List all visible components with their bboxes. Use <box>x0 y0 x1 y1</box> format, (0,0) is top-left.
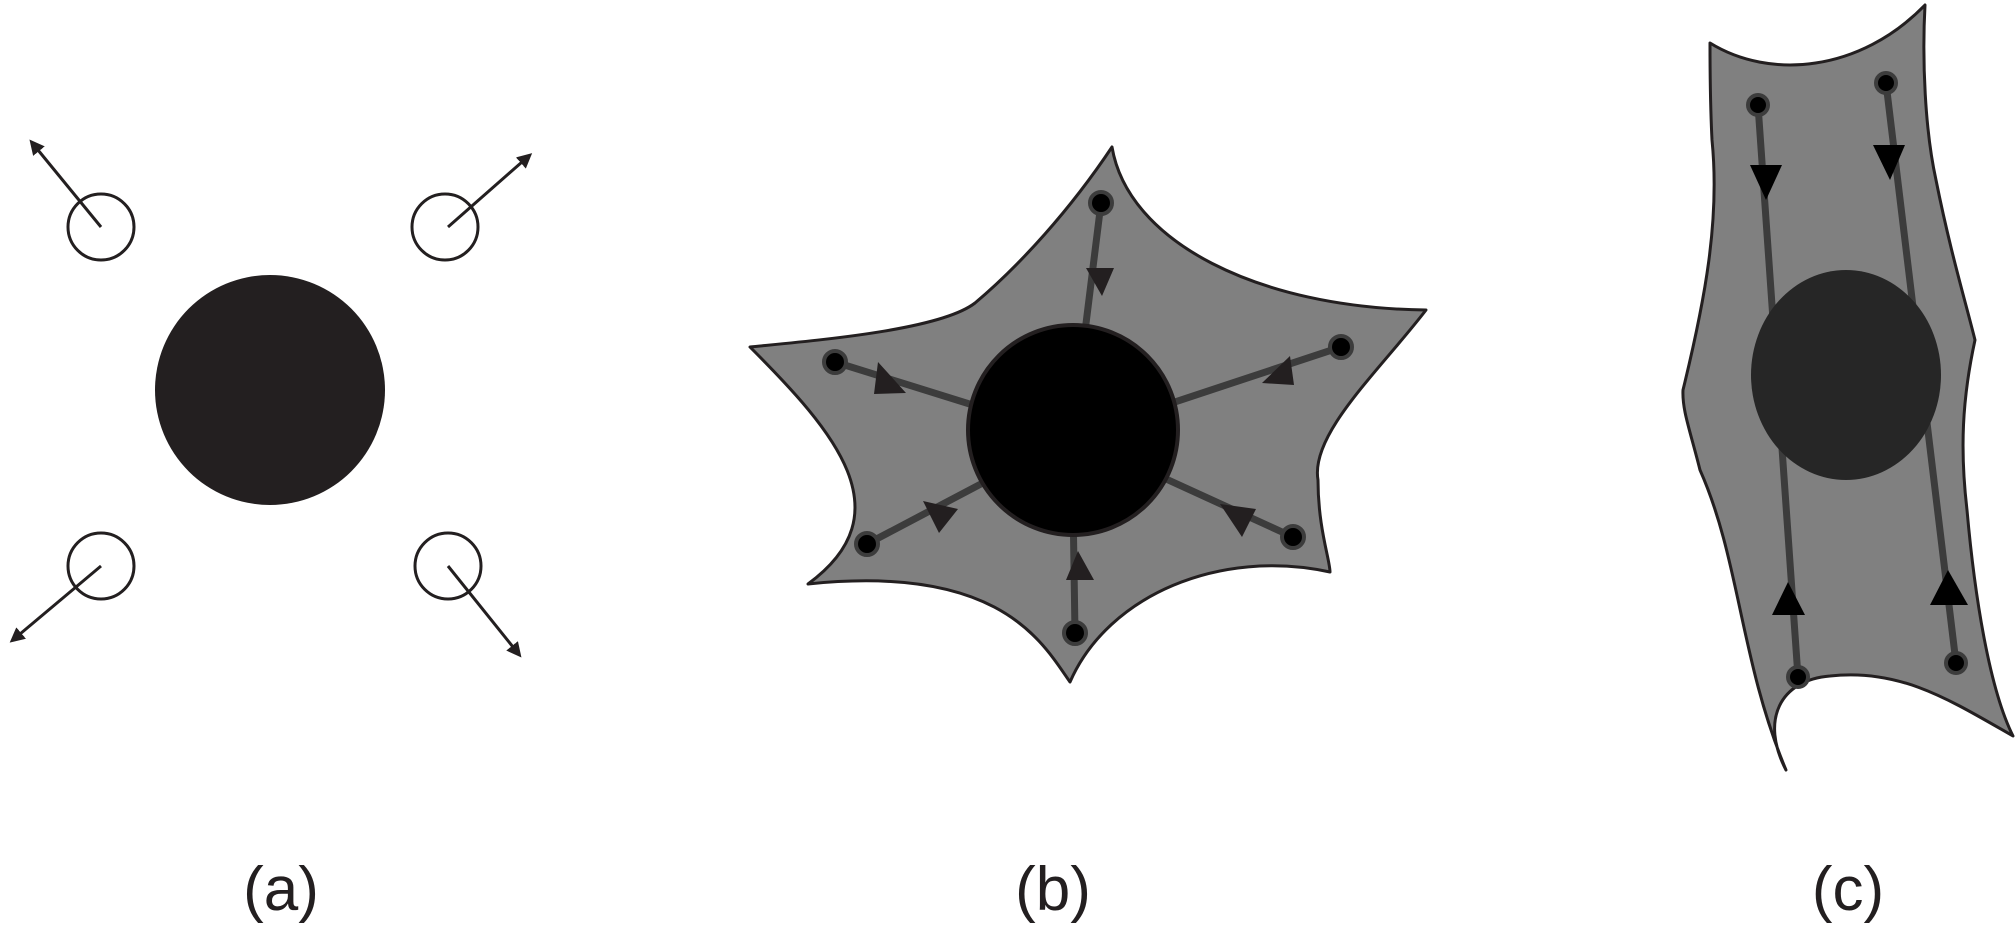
arrowhead-icon <box>1086 268 1114 296</box>
force-arrow <box>9 564 102 643</box>
adhesion-top-right <box>410 153 533 262</box>
adhesions-c <box>1746 71 1968 689</box>
force-arrows-c <box>1750 145 1968 615</box>
panel-label-b: (b) <box>1015 855 1091 924</box>
adhesion-dot <box>1062 620 1088 646</box>
adhesion-dot <box>1088 190 1114 216</box>
adhesion-dot <box>1786 665 1810 689</box>
adhesion-dot <box>1280 524 1306 550</box>
arrowhead-icon <box>1220 504 1256 537</box>
adhesion-dot <box>822 349 848 375</box>
adhesion-dot <box>1746 93 1770 117</box>
arrowhead-icon <box>1750 165 1782 200</box>
panel-label-a: (a) <box>243 855 319 924</box>
adhesion-bottom-right <box>413 531 522 658</box>
adhesion-dot <box>854 531 880 557</box>
adhesion-bottom-left <box>9 531 136 643</box>
adhesion-dot <box>1874 71 1898 95</box>
panel-a <box>9 139 533 658</box>
nucleus-c <box>1751 270 1941 480</box>
arrowhead-icon <box>1772 582 1805 615</box>
arrowhead-icon <box>1930 570 1968 605</box>
force-arrow <box>447 153 533 229</box>
force-arrow <box>29 139 103 228</box>
force-arrows-b <box>874 268 1294 580</box>
panel-label-c: (c) <box>1811 855 1885 924</box>
arrowhead-icon <box>1873 145 1905 180</box>
arrowhead-icon <box>874 362 906 394</box>
arrowhead-icon <box>1262 356 1294 385</box>
force-arrow <box>446 565 522 658</box>
nucleus-a <box>155 275 385 505</box>
adhesion-dot <box>1328 334 1354 360</box>
adhesion-circle <box>410 192 480 262</box>
adhesion-dot <box>1944 651 1968 675</box>
arrowhead-icon <box>1066 551 1094 580</box>
panel-b <box>748 145 1428 684</box>
adhesion-top-left <box>29 139 136 262</box>
panel-c <box>1681 3 2015 772</box>
adhesions-b <box>822 190 1354 646</box>
nucleus-b <box>966 323 1180 537</box>
arrowhead-icon <box>923 501 958 533</box>
